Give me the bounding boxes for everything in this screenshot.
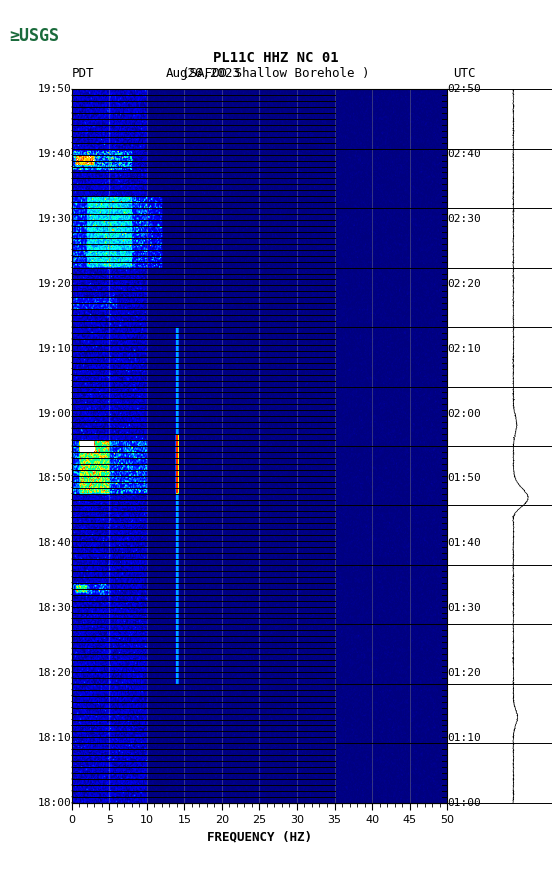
Text: 18:20: 18:20 — [38, 668, 72, 678]
Text: 01:30: 01:30 — [447, 603, 481, 613]
Text: PL11C HHZ NC 01: PL11C HHZ NC 01 — [213, 51, 339, 65]
Text: 02:00: 02:00 — [447, 409, 481, 418]
Text: UTC: UTC — [453, 67, 475, 79]
Text: 19:20: 19:20 — [38, 279, 72, 289]
Text: 02:20: 02:20 — [447, 279, 481, 289]
Text: 01:40: 01:40 — [447, 538, 481, 549]
Text: ≥USGS: ≥USGS — [9, 27, 59, 45]
Text: 02:40: 02:40 — [447, 149, 481, 159]
Text: 02:30: 02:30 — [447, 214, 481, 224]
Text: PDT: PDT — [72, 67, 94, 79]
Text: 19:10: 19:10 — [38, 343, 72, 354]
Text: 02:10: 02:10 — [447, 343, 481, 354]
Text: (SAFOD Shallow Borehole ): (SAFOD Shallow Borehole ) — [182, 67, 370, 79]
Text: Aug26,2023: Aug26,2023 — [166, 67, 241, 79]
Text: 01:20: 01:20 — [447, 668, 481, 678]
Text: 18:40: 18:40 — [38, 538, 72, 549]
Text: 18:00: 18:00 — [38, 797, 72, 808]
Text: 19:50: 19:50 — [38, 84, 72, 95]
Text: 19:40: 19:40 — [38, 149, 72, 159]
Text: 19:30: 19:30 — [38, 214, 72, 224]
Text: 18:10: 18:10 — [38, 733, 72, 743]
Text: 01:10: 01:10 — [447, 733, 481, 743]
X-axis label: FREQUENCY (HZ): FREQUENCY (HZ) — [207, 830, 312, 843]
Text: 18:50: 18:50 — [38, 474, 72, 483]
Text: 18:30: 18:30 — [38, 603, 72, 613]
Text: 19:00: 19:00 — [38, 409, 72, 418]
Text: 02:50: 02:50 — [447, 84, 481, 95]
Text: 01:50: 01:50 — [447, 474, 481, 483]
Text: 01:00: 01:00 — [447, 797, 481, 808]
